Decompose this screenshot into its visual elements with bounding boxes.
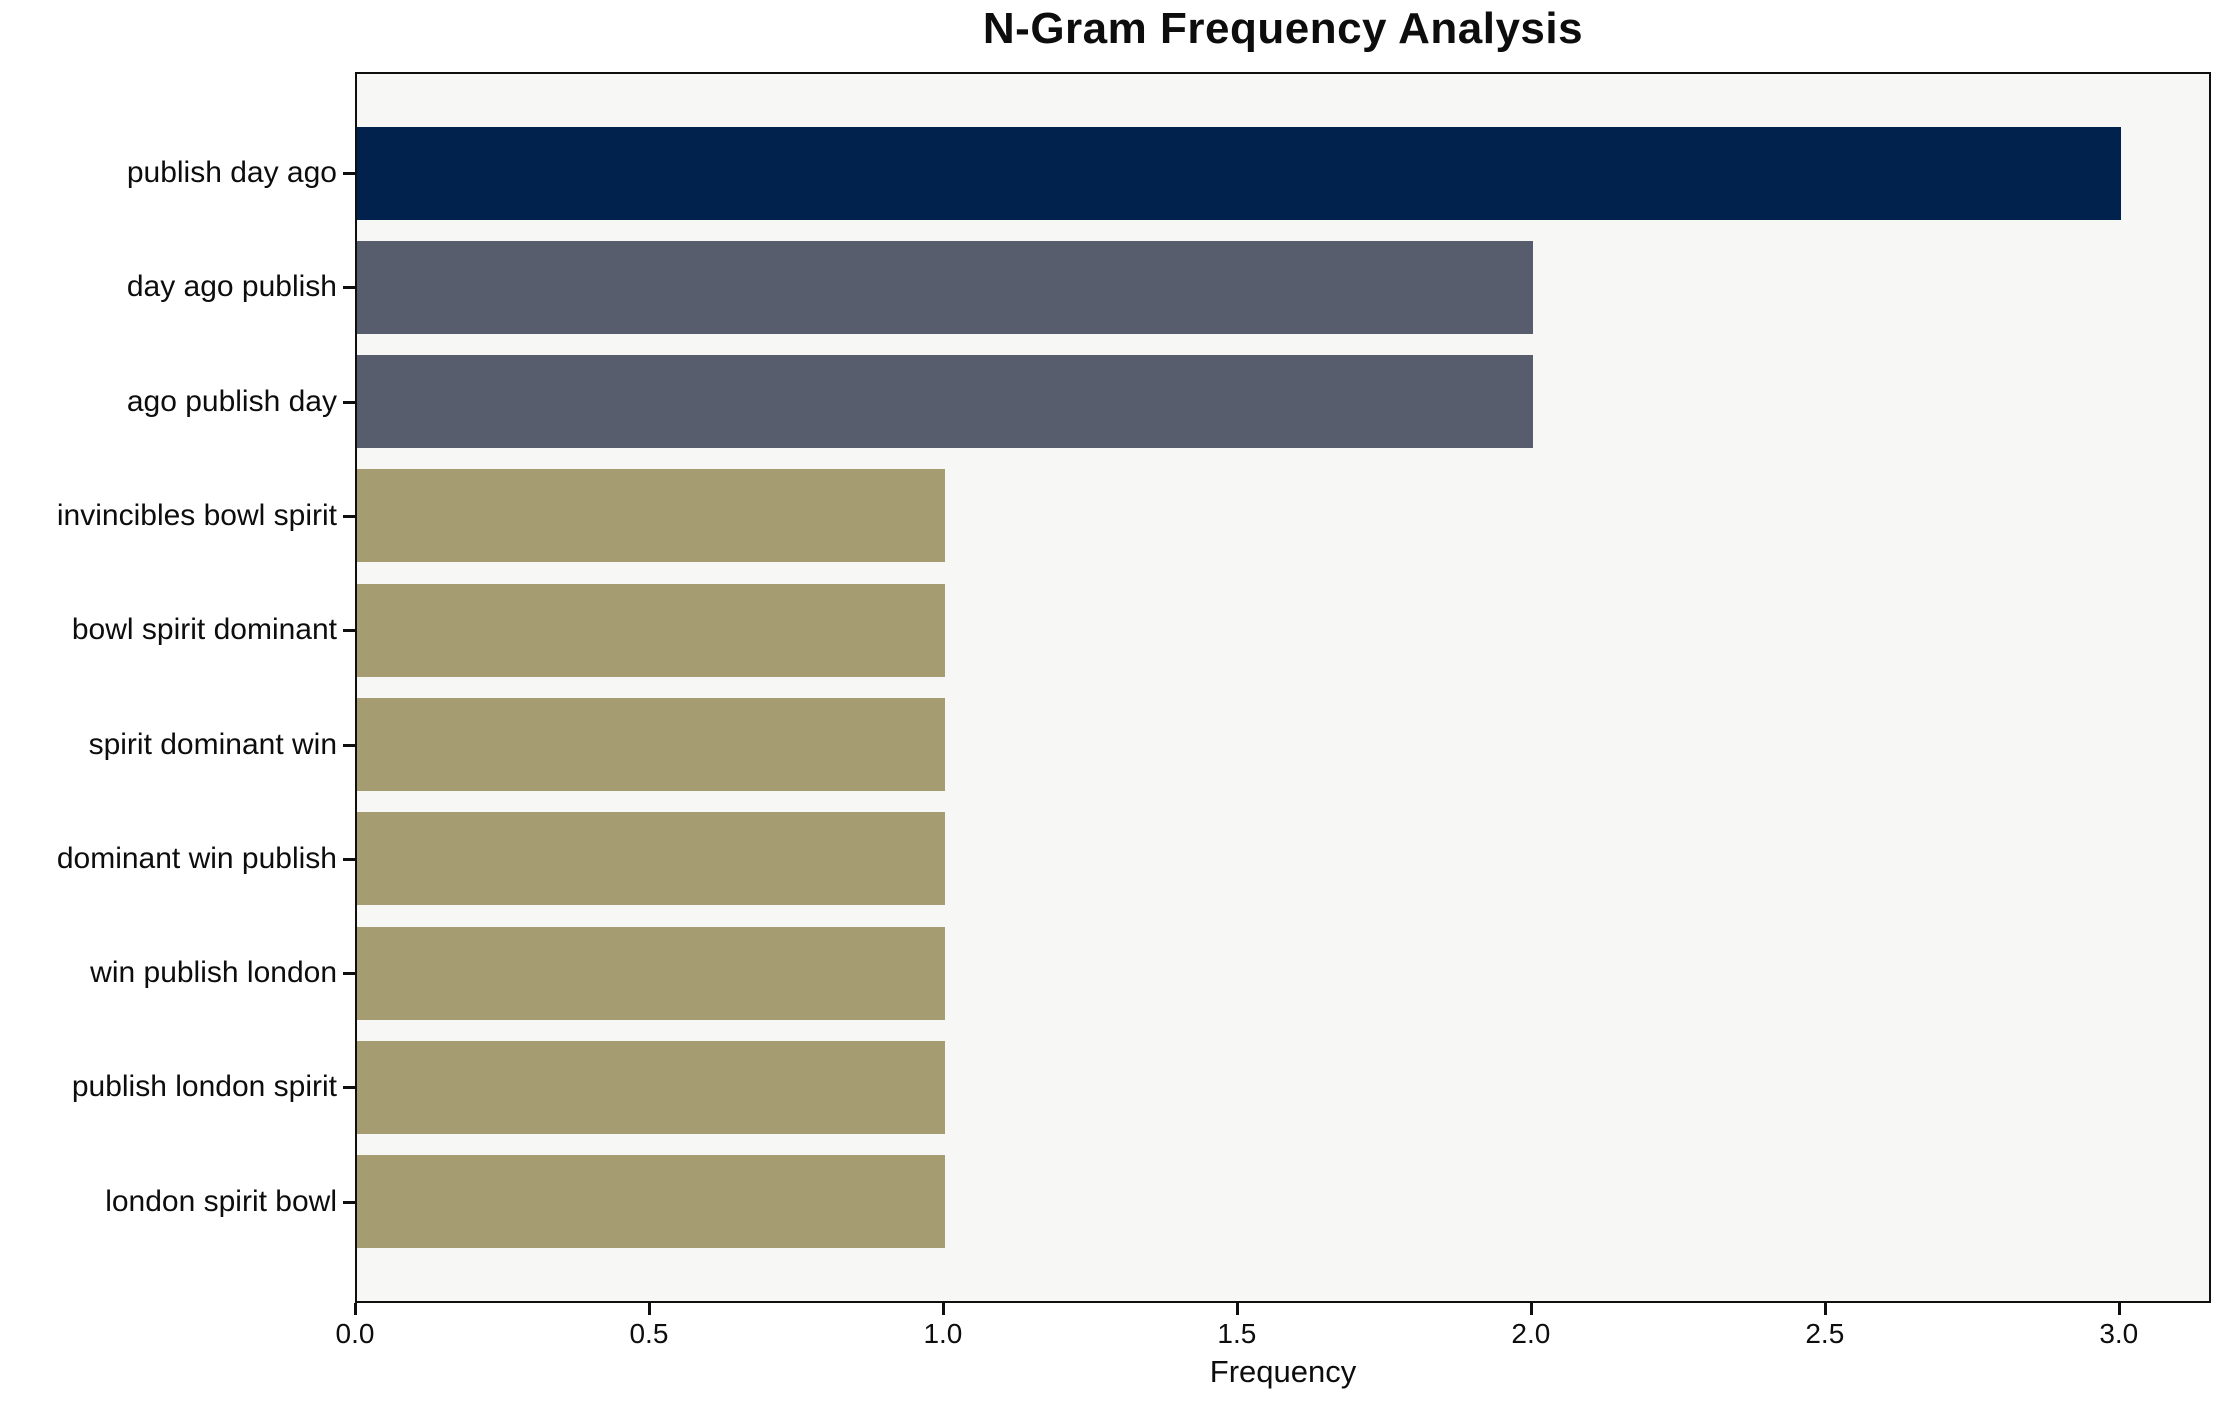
- y-tick-label: publish london spirit: [71, 1070, 337, 1104]
- bar: [357, 812, 945, 906]
- x-tick: [354, 1303, 357, 1315]
- plot-area: [355, 72, 2211, 1303]
- y-tick-label: london spirit bowl: [105, 1184, 337, 1218]
- x-tick: [1823, 1303, 1827, 1315]
- y-tick-label: spirit dominant win: [88, 727, 337, 761]
- x-tick-label: 0.5: [629, 1318, 669, 1349]
- bar: [357, 1040, 945, 1134]
- x-tick-label: 1.5: [1217, 1318, 1257, 1349]
- x-tick: [941, 1303, 945, 1315]
- y-tick-label: ago publish day: [126, 384, 337, 418]
- x-tick: [2117, 1303, 2121, 1315]
- y-tick: [343, 514, 355, 518]
- y-tick: [343, 400, 355, 404]
- x-tick-label: 0.0: [335, 1318, 375, 1349]
- y-tick-label: win publish london: [90, 956, 337, 990]
- y-tick: [343, 1086, 355, 1090]
- x-tick-label: 1.0: [923, 1318, 963, 1349]
- bar: [357, 583, 945, 677]
- y-tick: [343, 286, 355, 290]
- x-tick-label: 2.0: [1511, 1318, 1551, 1349]
- x-tick: [647, 1303, 651, 1315]
- bar: [357, 240, 1533, 334]
- bar: [357, 126, 2121, 220]
- y-tick-label: day ago publish: [126, 270, 337, 304]
- x-tick: [1529, 1303, 1533, 1315]
- y-tick: [343, 629, 355, 633]
- y-tick: [343, 1200, 355, 1204]
- y-tick: [343, 172, 355, 175]
- y-tick-label: bowl spirit dominant: [71, 613, 337, 647]
- x-tick: [1235, 1303, 1239, 1315]
- bar: [357, 1155, 945, 1249]
- chart-title: N-Gram Frequency Analysis: [982, 4, 1584, 53]
- y-tick-label: invincibles bowl spirit: [56, 498, 337, 532]
- bar: [357, 469, 945, 563]
- bar: [357, 926, 945, 1020]
- y-tick-label: publish day ago: [126, 156, 337, 189]
- bar: [357, 355, 1533, 449]
- y-tick: [343, 743, 355, 747]
- x-axis-label: Frequency: [1209, 1354, 1357, 1389]
- bar: [357, 698, 945, 791]
- y-tick: [343, 857, 355, 861]
- y-tick-label: dominant win publish: [56, 841, 337, 875]
- x-tick-label: 2.5: [1805, 1318, 1845, 1349]
- x-tick-label: 3.0: [2099, 1318, 2139, 1349]
- y-tick: [343, 972, 355, 976]
